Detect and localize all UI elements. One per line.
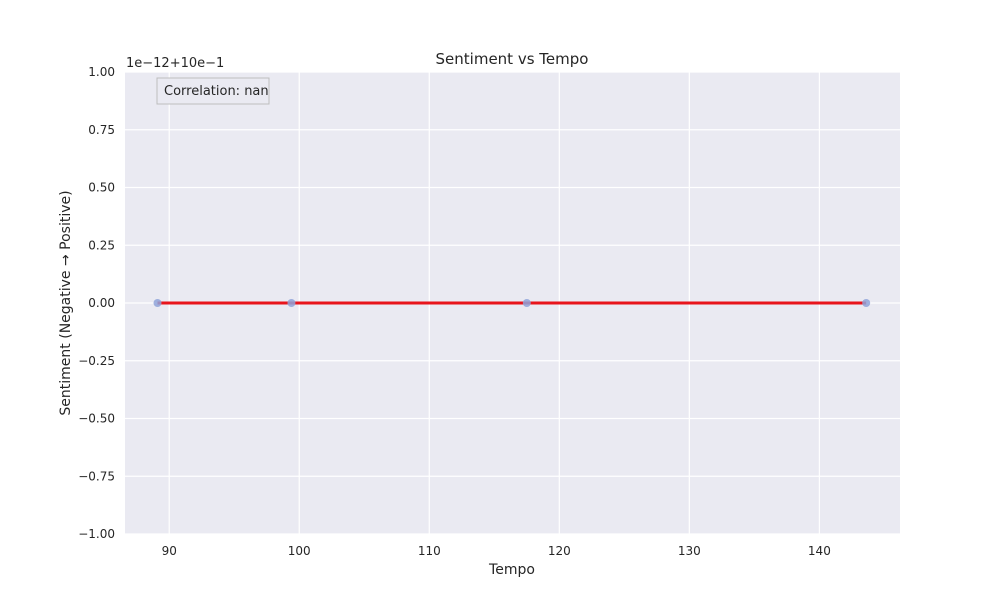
annotation-box: Correlation: nan (156, 77, 270, 105)
y-tick-label: −0.25 (78, 354, 115, 368)
y-axis-label: Sentiment (Negative → Positive) (58, 190, 74, 415)
x-tick-label: 140 (808, 544, 831, 558)
y-tick-label: 0.75 (88, 123, 115, 137)
y-tick-label: 0.50 (88, 181, 115, 195)
x-axis-label: Tempo (488, 562, 535, 578)
data-point (862, 299, 871, 307)
data-points (153, 299, 871, 307)
annotation-frame (156, 77, 270, 105)
data-point (287, 299, 296, 307)
y-tick-label: −0.75 (78, 469, 115, 483)
x-tick-label: 90 (162, 544, 177, 558)
y-tick-label: −0.50 (78, 412, 115, 426)
y-tick-label: 1.00 (88, 65, 115, 79)
chart-title: Sentiment vs Tempo (436, 50, 589, 68)
x-tick-label: 120 (548, 544, 571, 558)
y-tick-label: 0.00 (88, 296, 115, 310)
y-tick-label: 0.25 (88, 238, 115, 252)
correlation-annotation: Correlation: nan (164, 84, 269, 99)
data-point (522, 299, 531, 307)
y-tick-label: −1.00 (78, 527, 115, 541)
tick-labels: 90 100 110 120 130 140 −1.00 −0.75 −0.50 −0.25 0.0… (78, 65, 831, 558)
x-tick-label: 130 (678, 544, 701, 558)
x-tick-label: 100 (288, 544, 311, 558)
data-point (153, 299, 162, 307)
x-tick-label: 110 (418, 544, 441, 558)
y-offset-text: 1e−12+10e−1 (126, 56, 224, 71)
